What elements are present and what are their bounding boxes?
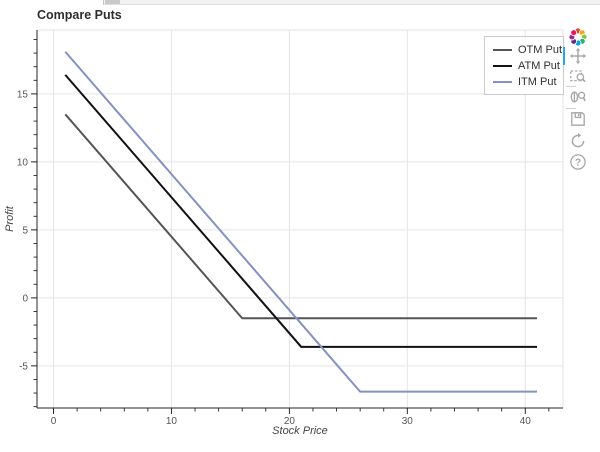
plot-title: Compare Puts (37, 8, 122, 22)
save-tool-button[interactable] (569, 110, 587, 128)
svg-text:?: ? (575, 158, 581, 169)
legend-label: ITM Put (518, 76, 557, 88)
reset-icon (569, 132, 587, 150)
y-axis-label: Profit (4, 206, 16, 232)
help-icon: ? (569, 153, 587, 171)
y-tick-label: 15 (17, 89, 29, 100)
x-tick-label: 0 (51, 416, 57, 427)
series-line-itm-put (64, 51, 538, 393)
y-tick-label: 0 (22, 293, 28, 304)
x-axis-label: Stock Price (272, 425, 328, 437)
legend-item-otm-put: OTM Put (485, 42, 563, 58)
toolbar-separator (566, 108, 576, 109)
legend-label: ATM Put (518, 60, 560, 72)
y-tick-label: 5 (22, 225, 28, 236)
toolbar-separator (566, 86, 576, 87)
legend-label: OTM Put (518, 44, 563, 56)
y-tick-label: -5 (19, 361, 28, 372)
box-zoom-tool-button[interactable] (569, 67, 587, 85)
x-tick-label: 20 (284, 416, 296, 427)
scrollbar-thumb[interactable] (105, 0, 120, 4)
pan-icon (569, 47, 587, 65)
wheel-zoom-icon (569, 88, 587, 106)
bokeh-logo[interactable] (567, 26, 589, 48)
series-line-atm-put (64, 74, 538, 348)
x-tick-label: 30 (402, 416, 414, 427)
legend-swatch (493, 81, 512, 83)
legend-item-itm-put: ITM Put (485, 74, 563, 90)
help-tool-button[interactable]: ? (569, 153, 587, 171)
box-zoom-icon (569, 67, 587, 85)
reset-tool-button[interactable] (569, 132, 587, 150)
bokeh-toolbar: ? (563, 24, 599, 174)
legend: OTM Put ATM Put ITM Put (484, 36, 564, 95)
wheel-zoom-tool-button[interactable] (569, 88, 587, 106)
pan-tool-button[interactable] (569, 47, 587, 65)
x-tick-label: 10 (166, 416, 178, 427)
legend-swatch (493, 49, 512, 51)
x-tick-label: 40 (520, 416, 532, 427)
horizontal-scrollbar[interactable] (103, 0, 600, 5)
legend-swatch (493, 65, 512, 67)
legend-item-atm-put: ATM Put (485, 58, 563, 74)
series-line-otm-put (64, 113, 538, 320)
active-tool-indicator (563, 47, 565, 65)
y-tick-label: 10 (17, 157, 29, 168)
save-icon (569, 110, 587, 128)
